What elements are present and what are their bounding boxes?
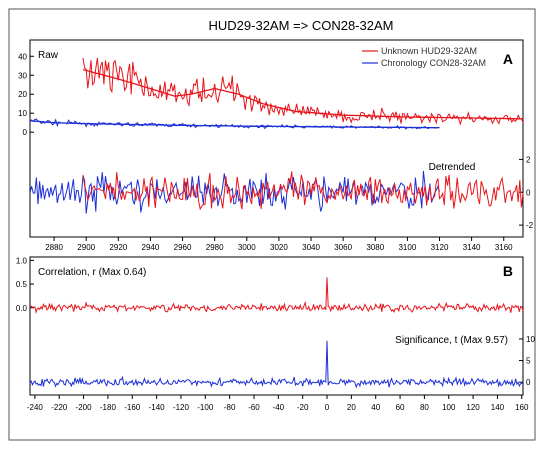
a-x-tick-label: 3040 — [302, 243, 320, 252]
significance-series — [29, 340, 523, 389]
legend-label-unknown: Unknown HUD29-32AM — [381, 46, 477, 56]
sig-y-tick-label: 0 — [526, 378, 531, 387]
raw-y-tick-label: 0 — [23, 128, 28, 137]
raw-label: Raw — [38, 50, 59, 61]
raw-y-tick-label: 20 — [18, 90, 27, 99]
detrended-series-chronology — [29, 170, 440, 214]
b-x-tick-label: -220 — [51, 403, 68, 412]
a-x-tick-label: 2880 — [45, 243, 63, 252]
a-x-tick-label: 2940 — [142, 243, 160, 252]
a-x-tick-label: 3080 — [366, 243, 384, 252]
b-x-tick-label: -160 — [124, 403, 141, 412]
b-x-tick-label: 80 — [420, 403, 429, 412]
corr-y-tick-label: 0.5 — [16, 280, 28, 289]
b-x-tick-label: -100 — [197, 403, 214, 412]
det-y-tick-label: -2 — [526, 221, 534, 230]
raw-y-tick-label: 40 — [18, 52, 27, 61]
a-x-tick-label: 2900 — [77, 243, 95, 252]
det-y-tick-label: 0 — [526, 188, 531, 197]
legend: Unknown HUD29-32AM Chronology CON28-32AM — [362, 46, 486, 68]
chart-title: HUD29-32AM => CON28-32AM — [209, 18, 394, 33]
corr-y-tick-label: 0.0 — [16, 304, 28, 313]
b-x-tick-label: -180 — [100, 403, 117, 412]
a-x-tick-label: 3100 — [398, 243, 416, 252]
b-x-tick-label: -20 — [297, 403, 309, 412]
a-x-tick-label: 3060 — [334, 243, 352, 252]
b-x-tick-label: -240 — [27, 403, 44, 412]
a-x-tick-label: 2960 — [174, 243, 192, 252]
b-x-tick-label: -200 — [76, 403, 93, 412]
a-x-tick-label: 3020 — [270, 243, 288, 252]
raw-series-unknown — [82, 57, 524, 126]
a-x-tick-label: 2920 — [109, 243, 127, 252]
b-x-tick-label: 60 — [396, 403, 405, 412]
outer-frame — [8, 8, 536, 441]
b-x-tick-label: 140 — [491, 403, 505, 412]
significance-label: Significance, t (Max 9.57) — [395, 335, 508, 346]
panel-a-label: A — [503, 51, 513, 67]
b-x-tick-label: 120 — [466, 403, 480, 412]
a-x-tick-label: 3140 — [463, 243, 481, 252]
detrended-label: Detrended — [429, 162, 476, 173]
b-x-tick-label: -60 — [248, 403, 260, 412]
a-x-tick-label: 3120 — [431, 243, 449, 252]
b-x-tick-label: -140 — [149, 403, 166, 412]
b-x-tick-label: 40 — [371, 403, 380, 412]
a-x-tick-label: 3000 — [238, 243, 256, 252]
raw-trend-chronology — [29, 120, 440, 129]
corr-y-tick-label: 1.0 — [16, 256, 28, 265]
sig-y-tick-label: 10 — [526, 335, 535, 344]
a-x-tick-label: 3160 — [495, 243, 513, 252]
raw-y-tick-label: 10 — [18, 109, 27, 118]
b-x-tick-label: 160 — [515, 403, 529, 412]
b-x-tick-label: 20 — [347, 403, 356, 412]
b-x-tick-label: 100 — [442, 403, 456, 412]
panel-a-frame — [29, 39, 524, 238]
correlation-label: Correlation, r (Max 0.64) — [38, 267, 146, 278]
panel-b-frame — [29, 256, 524, 396]
a-x-tick-label: 2980 — [206, 243, 224, 252]
b-x-tick-label: -120 — [173, 403, 190, 412]
det-y-tick-label: 2 — [526, 155, 531, 164]
legend-label-chronology: Chronology CON28-32AM — [381, 58, 486, 68]
b-x-tick-label: 0 — [325, 403, 330, 412]
raw-trend-unknown — [82, 68, 523, 120]
raw-y-tick-label: 30 — [18, 71, 27, 80]
sig-y-tick-label: 5 — [526, 357, 531, 366]
panel-b-label: B — [503, 263, 513, 279]
b-x-tick-label: -80 — [224, 403, 236, 412]
correlation-series — [29, 277, 524, 315]
b-x-tick-label: -40 — [273, 403, 285, 412]
detrended-series-unknown — [82, 171, 524, 211]
